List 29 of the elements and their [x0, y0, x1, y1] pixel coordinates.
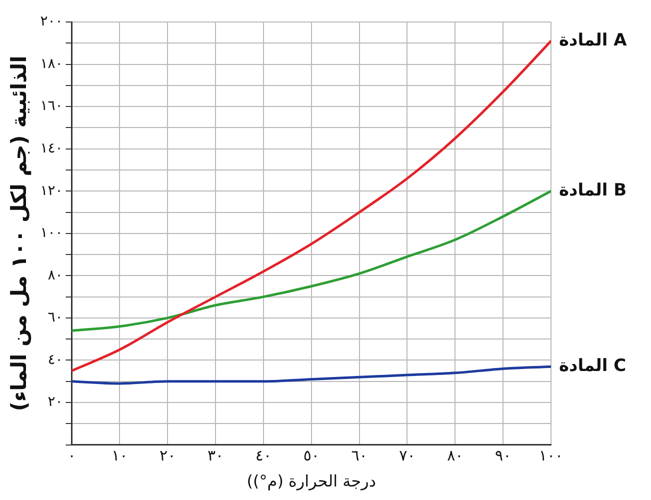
y-tick-label: ١٤٠ — [40, 140, 63, 156]
x-tick-label: ٧٠ — [399, 446, 416, 465]
x-axis-title: (درجة الحرارة (م°) — [246, 472, 376, 491]
y-tick-label: ٢٠ — [48, 394, 63, 410]
y-tick-label: ٢٠٠ — [40, 14, 63, 30]
line-series — [72, 40, 551, 372]
y-tick-label: ١٨٠ — [40, 56, 63, 72]
y-axis-title: الذائبية (جم لكل ١٠٠ مل من الماء) — [7, 56, 32, 412]
y-tick-label: ٤٠ — [48, 352, 63, 368]
x-tick-label: ٠ — [68, 446, 76, 465]
series-label: المادة A — [559, 30, 628, 50]
x-tick-label: ٤٠ — [255, 446, 272, 465]
x-tick-label: ١٠ — [112, 446, 128, 465]
x-tick-label: ٢٠ — [160, 446, 176, 465]
x-tick-label: ٥٠ — [303, 446, 320, 465]
x-tick-label: ٩٠ — [495, 446, 512, 465]
x-tick-label: ١٠٠ — [538, 446, 564, 465]
y-tick-label: ٦٠ — [48, 310, 63, 326]
line-series — [72, 365, 551, 385]
series-label: المادة B — [559, 180, 627, 201]
y-tick-label: ٨٠ — [48, 267, 63, 284]
line-series — [72, 190, 551, 332]
y-tick-label: ١٠٠ — [40, 225, 63, 242]
x-tick-label: ٣٠ — [207, 446, 224, 465]
y-tick-label: ١٦٠ — [40, 98, 63, 114]
x-tick-label: ٦٠ — [351, 446, 368, 465]
series-label: المادة C — [559, 356, 626, 376]
x-tick-label: ٨٠ — [447, 446, 464, 465]
y-tick-label: ١٢٠ — [40, 182, 63, 199]
